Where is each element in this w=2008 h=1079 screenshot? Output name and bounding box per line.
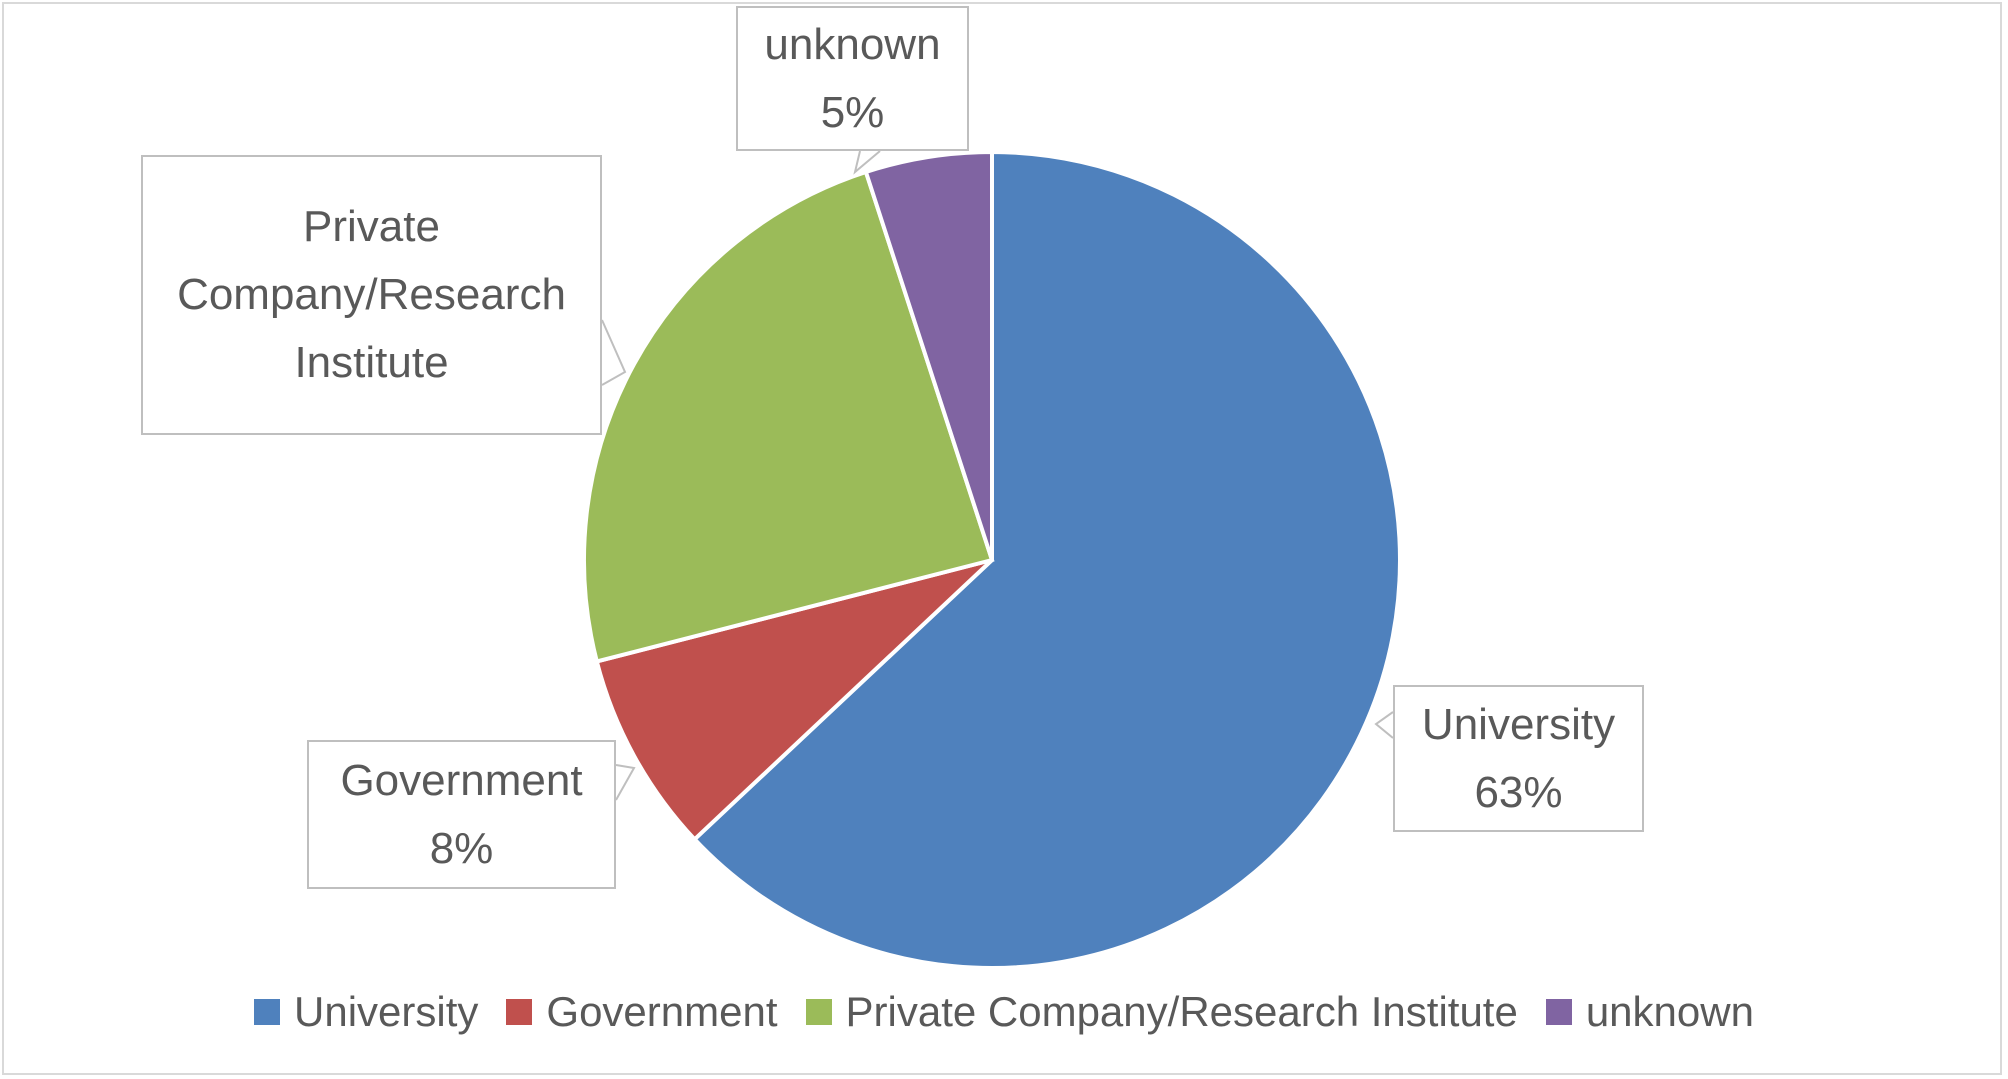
legend-item: University <box>254 988 478 1036</box>
callout-pointer <box>615 764 636 801</box>
legend-swatch <box>1545 999 1572 1025</box>
pie-slice <box>582 169 995 664</box>
legend: University Government Private Company/Rese… <box>0 980 2008 1044</box>
data-label-category: unknown <box>764 19 941 69</box>
legend-label: unknown <box>1585 988 1754 1035</box>
data-label: University 63% <box>1393 685 1644 832</box>
legend-label: Government <box>546 988 778 1035</box>
data-label: Private Company/Research Institute <box>141 155 602 435</box>
legend-label: University <box>294 988 479 1035</box>
callout-pointer <box>1374 711 1394 739</box>
pie-slice <box>863 149 994 561</box>
data-label: Government 8% <box>307 740 616 889</box>
data-label-category: Private Company/Research Institute <box>177 202 566 387</box>
callout-pointer <box>601 319 627 386</box>
data-label-category: University <box>1421 699 1616 749</box>
data-label-value: 63% <box>1474 767 1563 817</box>
legend-swatch <box>506 999 533 1025</box>
pie-slice <box>594 558 994 843</box>
pie-slice <box>691 149 1402 970</box>
legend-label: Private Company/Research Institute <box>845 988 1518 1035</box>
legend-item: Private Company/Research Institute <box>805 988 1518 1036</box>
data-label: unknown 5% <box>736 6 969 151</box>
legend-item: unknown <box>1545 988 1754 1036</box>
legend-item: Government <box>506 988 778 1036</box>
callout-pointer <box>853 150 881 175</box>
data-label-value: 8% <box>429 823 494 873</box>
data-label-value: 5% <box>820 87 885 137</box>
data-label-category: Government <box>340 755 583 805</box>
legend-swatch <box>254 999 281 1025</box>
legend-swatch <box>805 999 832 1025</box>
